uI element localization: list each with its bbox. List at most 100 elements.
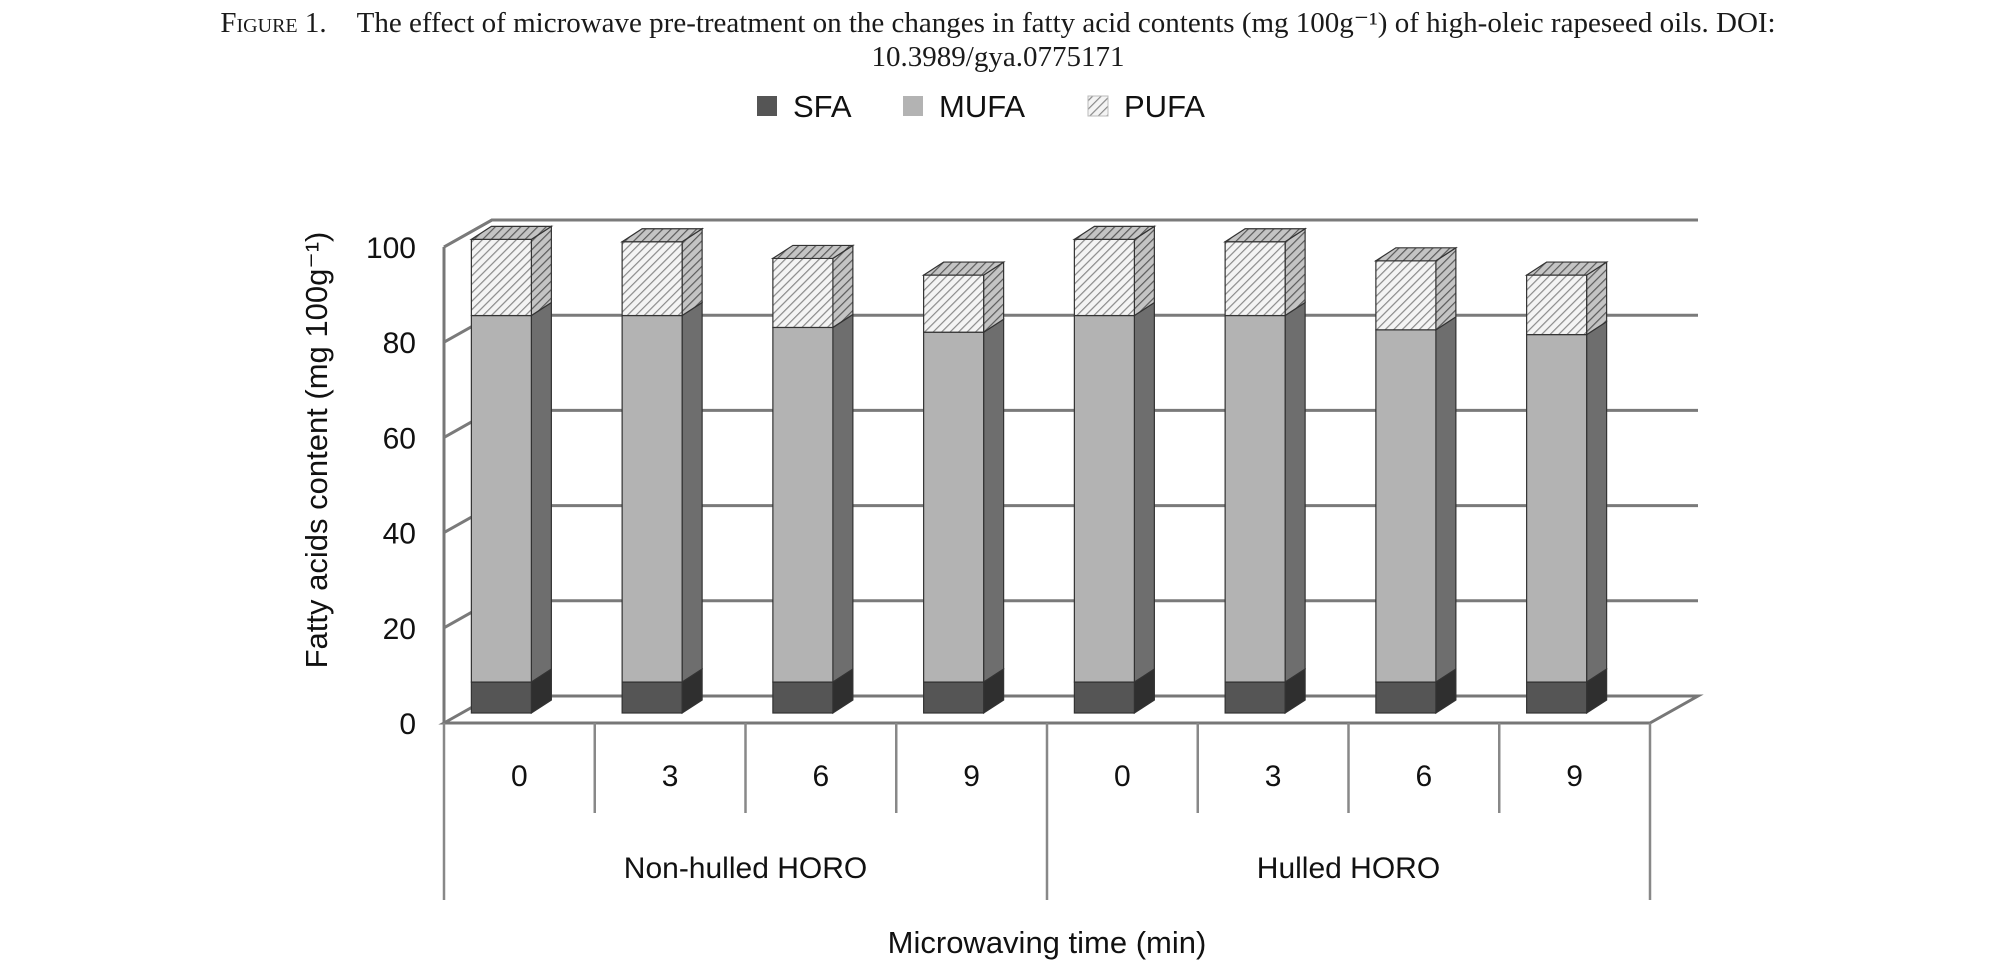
bar-front bbox=[1526, 681, 1588, 714]
bar-segment-pufa bbox=[1373, 246, 1458, 331]
bar-top bbox=[1373, 247, 1458, 262]
bar-segment-pufa bbox=[469, 225, 554, 317]
legend-swatch bbox=[1087, 95, 1109, 117]
bar-front bbox=[1073, 681, 1135, 714]
bar-side bbox=[1435, 315, 1457, 684]
bar-top bbox=[620, 228, 705, 243]
x-tick-label: 9 bbox=[1566, 760, 1583, 793]
bar-side bbox=[1586, 320, 1608, 684]
bar-front bbox=[772, 257, 834, 329]
bar-segment-pufa bbox=[1072, 225, 1157, 317]
y-tick-label: 40 bbox=[383, 518, 416, 551]
legend-item-sfa: SFA bbox=[757, 89, 852, 124]
bar-front bbox=[1375, 329, 1437, 683]
bar-front bbox=[470, 238, 532, 317]
bar-top bbox=[469, 225, 554, 240]
bar-side bbox=[681, 301, 703, 684]
bar-front bbox=[772, 326, 834, 683]
bar-front bbox=[772, 681, 834, 714]
bar-segment-mufa bbox=[1073, 301, 1155, 684]
y-axis: 0 20 40 60 80 100 Fatty acids content (mg 100g… bbox=[299, 232, 416, 741]
x-tick-label: 6 bbox=[813, 760, 830, 793]
bar-front bbox=[1073, 238, 1135, 317]
bars bbox=[469, 225, 1609, 715]
bar-segment-pufa bbox=[1524, 260, 1609, 336]
bar-segment-mufa bbox=[621, 301, 703, 684]
bar-segment-mufa bbox=[772, 313, 854, 684]
x-group-label: Hulled HORO bbox=[1257, 852, 1440, 885]
y-tick-label: 100 bbox=[366, 232, 416, 265]
x-tick-label: 3 bbox=[662, 760, 679, 793]
y-tick-label: 60 bbox=[383, 422, 416, 455]
bar-side bbox=[1435, 246, 1457, 331]
bar-front bbox=[1526, 274, 1588, 336]
bar-front bbox=[621, 314, 683, 683]
legend-label: MUFA bbox=[939, 89, 1025, 124]
bar-top bbox=[1524, 261, 1609, 276]
legend-label: SFA bbox=[793, 89, 852, 124]
x-tick-label: 0 bbox=[511, 760, 528, 793]
legend: SFA MUFA PUFA bbox=[757, 89, 1205, 124]
bar-front bbox=[621, 681, 683, 714]
bar-side bbox=[681, 227, 703, 317]
bar-front bbox=[923, 681, 985, 714]
bar-segment-mufa bbox=[1224, 301, 1306, 684]
bar-side bbox=[832, 244, 854, 329]
y-tick-label: 0 bbox=[399, 708, 416, 741]
bar-top bbox=[770, 244, 855, 260]
bar-front bbox=[1375, 260, 1437, 331]
y-tick-label: 80 bbox=[383, 327, 416, 360]
x-group-label: Non-hulled HORO bbox=[624, 852, 867, 885]
bar-front bbox=[470, 681, 532, 714]
bar-side bbox=[1284, 301, 1306, 684]
bar-side bbox=[530, 225, 552, 317]
bar-segment-pufa bbox=[770, 244, 855, 329]
x-axis: 0 3 6 9 0 3 6 9 Non-hulled HORO Hulled HORO Microw… bbox=[442, 723, 1652, 960]
bar-top bbox=[1223, 228, 1308, 243]
x-tick-label: 6 bbox=[1416, 760, 1433, 793]
bar-top bbox=[921, 261, 1006, 276]
bar-segment-sfa bbox=[1073, 667, 1155, 715]
y-axis-title: Fatty acids content (mg 100g⁻¹) bbox=[299, 232, 334, 669]
bar-side bbox=[530, 301, 552, 684]
caption-line-2: 10.3989/gya.0775171 bbox=[871, 41, 1125, 73]
y-tick-label: 20 bbox=[383, 613, 416, 646]
figure-caption: Figure 1. The effect of microwave pre-tre… bbox=[0, 6, 1996, 74]
caption-figure-label: Figure 1. bbox=[220, 7, 327, 39]
bar-side bbox=[1133, 301, 1155, 684]
x-tick-label: 9 bbox=[963, 760, 980, 793]
x-tick-label: 3 bbox=[1265, 760, 1282, 793]
bar-front bbox=[923, 331, 985, 683]
bar-segment-sfa bbox=[772, 667, 854, 715]
legend-label: PUFA bbox=[1124, 89, 1205, 124]
bar-front bbox=[621, 241, 683, 317]
bar-segment-mufa bbox=[1526, 320, 1608, 684]
caption-line-1: Figure 1. The effect of microwave pre-tre… bbox=[0, 6, 1996, 40]
bar-segment-sfa bbox=[923, 667, 1005, 715]
bar-front bbox=[1224, 681, 1286, 714]
bar-side bbox=[1284, 227, 1306, 317]
bar-segment-mufa bbox=[470, 301, 552, 684]
bar-front bbox=[1526, 333, 1588, 683]
bar-segment-sfa bbox=[470, 667, 552, 715]
legend-swatch bbox=[757, 96, 777, 116]
x-tick-label: 0 bbox=[1114, 760, 1131, 793]
bar-front bbox=[1375, 681, 1437, 714]
legend-swatch bbox=[903, 96, 923, 116]
bar-segment-sfa bbox=[1375, 667, 1457, 715]
legend-item-pufa: PUFA bbox=[1087, 89, 1205, 124]
bar-segment-sfa bbox=[1526, 667, 1608, 715]
bar-segment-mufa bbox=[1375, 315, 1457, 684]
legend-item-mufa: MUFA bbox=[903, 89, 1025, 124]
bar-segment-pufa bbox=[921, 260, 1006, 334]
bar-top bbox=[1072, 225, 1157, 240]
bar-front bbox=[923, 274, 985, 333]
bar-front bbox=[1224, 241, 1286, 317]
bar-segment-pufa bbox=[620, 227, 705, 317]
bar-front bbox=[1073, 314, 1135, 683]
bar-side bbox=[983, 318, 1005, 684]
x-axis-title: Microwaving time (min) bbox=[888, 925, 1207, 960]
bar-front bbox=[1224, 314, 1286, 683]
bar-side bbox=[1133, 225, 1155, 317]
